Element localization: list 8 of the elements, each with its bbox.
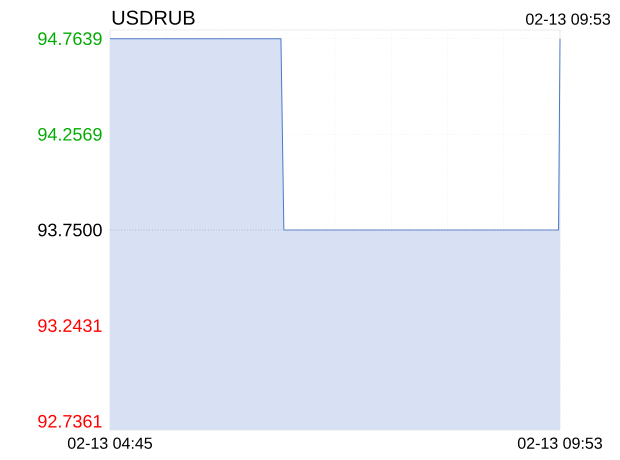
y-tick-label: 94.2569 [38, 128, 102, 141]
chart-title: USDRUB [112, 10, 195, 25]
x-tick-label: 02-13 04:45 [68, 438, 152, 449]
y-tick-label: 93.2431 [38, 319, 102, 332]
y-tick-label: 92.7361 [38, 414, 102, 428]
text: 02-13 09:53 [526, 13, 610, 25]
y-tick-label: 94.7639 [38, 32, 102, 46]
y-tick-label: 93.7500 [38, 224, 102, 236]
